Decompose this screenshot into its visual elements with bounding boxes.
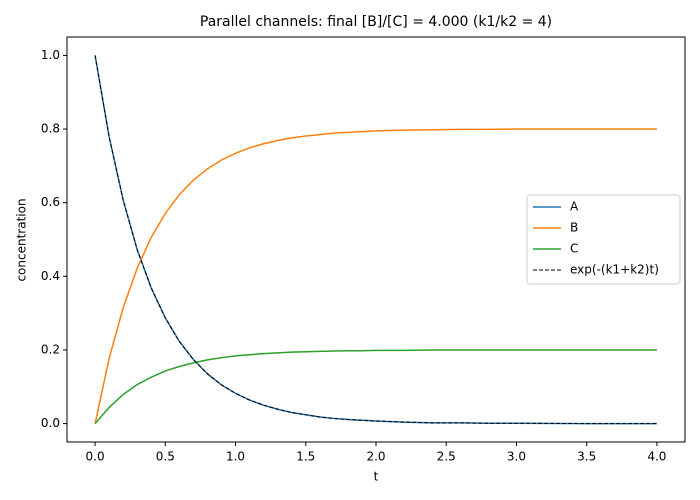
x-tick-label: 2.0: [366, 450, 385, 464]
series-line: [94, 128, 657, 424]
y-tick-label: 0.2: [41, 342, 60, 356]
legend-label: A: [570, 200, 579, 214]
x-tick-label: 1.5: [296, 450, 315, 464]
y-tick-label: 0.4: [41, 269, 60, 283]
x-tick-label: 4.0: [647, 450, 666, 464]
x-tick-label: 1.0: [226, 450, 245, 464]
legend-label: C: [570, 242, 578, 256]
chart-title: Parallel channels: final [B]/[C] = 4.000…: [200, 14, 552, 30]
y-tick-label: 0.0: [41, 416, 60, 430]
x-axis-label: t: [374, 470, 379, 484]
legend-label: B: [570, 221, 578, 235]
y-tick-label: 0.8: [41, 122, 60, 136]
x-tick-label: 2.5: [437, 450, 456, 464]
series-line: [94, 349, 657, 425]
y-tick-label: 0.6: [41, 195, 60, 209]
x-tick-label: 0.5: [156, 450, 175, 464]
y-tick-label: 1.0: [41, 48, 60, 62]
x-tick-label: 0.0: [86, 450, 105, 464]
y-axis-label: concentration: [15, 198, 29, 281]
legend-box: [526, 194, 681, 285]
plot-frame: [66, 36, 686, 443]
series-line: [94, 55, 657, 425]
x-tick-label: 3.0: [507, 450, 526, 464]
x-tick-label: 3.5: [577, 450, 596, 464]
legend-label: exp(-(k1+k2)t): [570, 263, 659, 277]
